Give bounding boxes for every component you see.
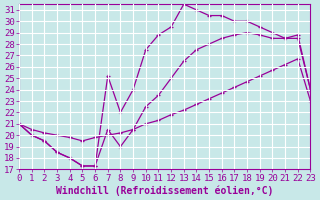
- X-axis label: Windchill (Refroidissement éolien,°C): Windchill (Refroidissement éolien,°C): [56, 185, 274, 196]
